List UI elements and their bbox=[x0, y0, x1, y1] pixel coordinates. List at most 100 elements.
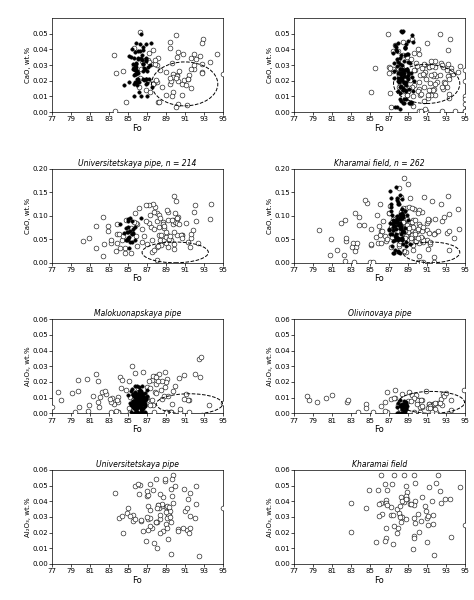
Point bbox=[390, 521, 397, 530]
Point bbox=[396, 104, 404, 114]
Point bbox=[183, 503, 191, 513]
Point bbox=[394, 398, 402, 408]
Point bbox=[401, 401, 408, 411]
Point bbox=[410, 223, 417, 232]
Point bbox=[186, 488, 194, 497]
Point bbox=[132, 218, 140, 227]
Point bbox=[410, 531, 418, 541]
Point bbox=[161, 382, 169, 391]
Point bbox=[444, 191, 451, 200]
Point bbox=[133, 401, 141, 410]
Point bbox=[169, 498, 177, 508]
Point bbox=[166, 73, 173, 83]
Point bbox=[154, 500, 161, 510]
Point bbox=[403, 215, 410, 224]
Point bbox=[219, 503, 227, 512]
Point bbox=[399, 203, 407, 212]
Point bbox=[400, 94, 408, 104]
Point bbox=[394, 200, 402, 209]
Point bbox=[428, 70, 435, 80]
Point bbox=[132, 395, 140, 405]
Point bbox=[162, 407, 170, 416]
Point bbox=[156, 514, 164, 524]
Point bbox=[405, 85, 412, 94]
Point bbox=[119, 528, 127, 538]
Point bbox=[164, 208, 172, 217]
Point bbox=[456, 61, 464, 71]
Point bbox=[133, 395, 140, 404]
Point bbox=[391, 58, 398, 68]
Point bbox=[98, 388, 105, 397]
Point bbox=[153, 517, 160, 527]
Point bbox=[180, 394, 188, 404]
Point bbox=[394, 76, 401, 86]
Point bbox=[155, 222, 163, 232]
Point bbox=[189, 225, 196, 235]
X-axis label: Fo: Fo bbox=[132, 575, 142, 584]
Point bbox=[153, 242, 161, 251]
Point bbox=[144, 62, 151, 71]
Point bbox=[397, 190, 404, 200]
Point bbox=[402, 400, 410, 410]
Point bbox=[146, 514, 154, 523]
Point bbox=[326, 250, 334, 260]
Point bbox=[395, 184, 403, 193]
Point bbox=[402, 86, 410, 96]
Point bbox=[134, 54, 142, 64]
Point bbox=[396, 511, 403, 521]
Point bbox=[153, 503, 161, 513]
Point bbox=[398, 208, 405, 217]
Point bbox=[403, 235, 411, 244]
Point bbox=[115, 513, 123, 523]
Point bbox=[85, 406, 92, 416]
Point bbox=[430, 69, 438, 79]
Point bbox=[400, 68, 408, 78]
Point bbox=[416, 527, 423, 537]
Point bbox=[399, 86, 407, 96]
Point bbox=[423, 537, 431, 547]
Point bbox=[158, 394, 165, 403]
Point bbox=[439, 85, 447, 94]
Point bbox=[367, 240, 374, 250]
Point bbox=[135, 382, 143, 392]
Point bbox=[430, 252, 438, 262]
Point bbox=[191, 49, 198, 59]
Point bbox=[127, 407, 135, 417]
Point bbox=[315, 225, 323, 235]
Point bbox=[163, 377, 170, 386]
Point bbox=[400, 71, 408, 81]
Point bbox=[182, 218, 190, 227]
Point bbox=[123, 227, 131, 237]
Point bbox=[132, 400, 139, 409]
Point bbox=[447, 406, 455, 415]
Point bbox=[403, 49, 410, 59]
Point bbox=[185, 407, 192, 416]
Point bbox=[414, 509, 421, 519]
Point bbox=[144, 502, 152, 511]
Point bbox=[155, 376, 162, 386]
Point bbox=[142, 56, 150, 66]
Point bbox=[171, 208, 179, 218]
Point bbox=[401, 497, 408, 507]
Point bbox=[384, 29, 392, 39]
Point bbox=[412, 229, 419, 238]
Point bbox=[389, 67, 396, 76]
Point bbox=[397, 192, 405, 202]
Point bbox=[140, 63, 148, 73]
X-axis label: Fo: Fo bbox=[132, 274, 142, 283]
Point bbox=[195, 551, 203, 561]
Point bbox=[408, 229, 415, 238]
Point bbox=[162, 90, 170, 100]
Point bbox=[441, 494, 448, 504]
Title: Kharamai field: Kharamai field bbox=[352, 460, 407, 469]
Point bbox=[406, 239, 414, 248]
Point bbox=[410, 407, 418, 416]
Point bbox=[158, 501, 165, 511]
Point bbox=[445, 89, 453, 99]
Point bbox=[461, 106, 468, 115]
Point bbox=[396, 218, 404, 228]
Point bbox=[392, 45, 400, 55]
Point bbox=[415, 84, 423, 94]
Title: Olivinovaya pipe: Olivinovaya pipe bbox=[347, 310, 411, 319]
Point bbox=[196, 373, 203, 382]
